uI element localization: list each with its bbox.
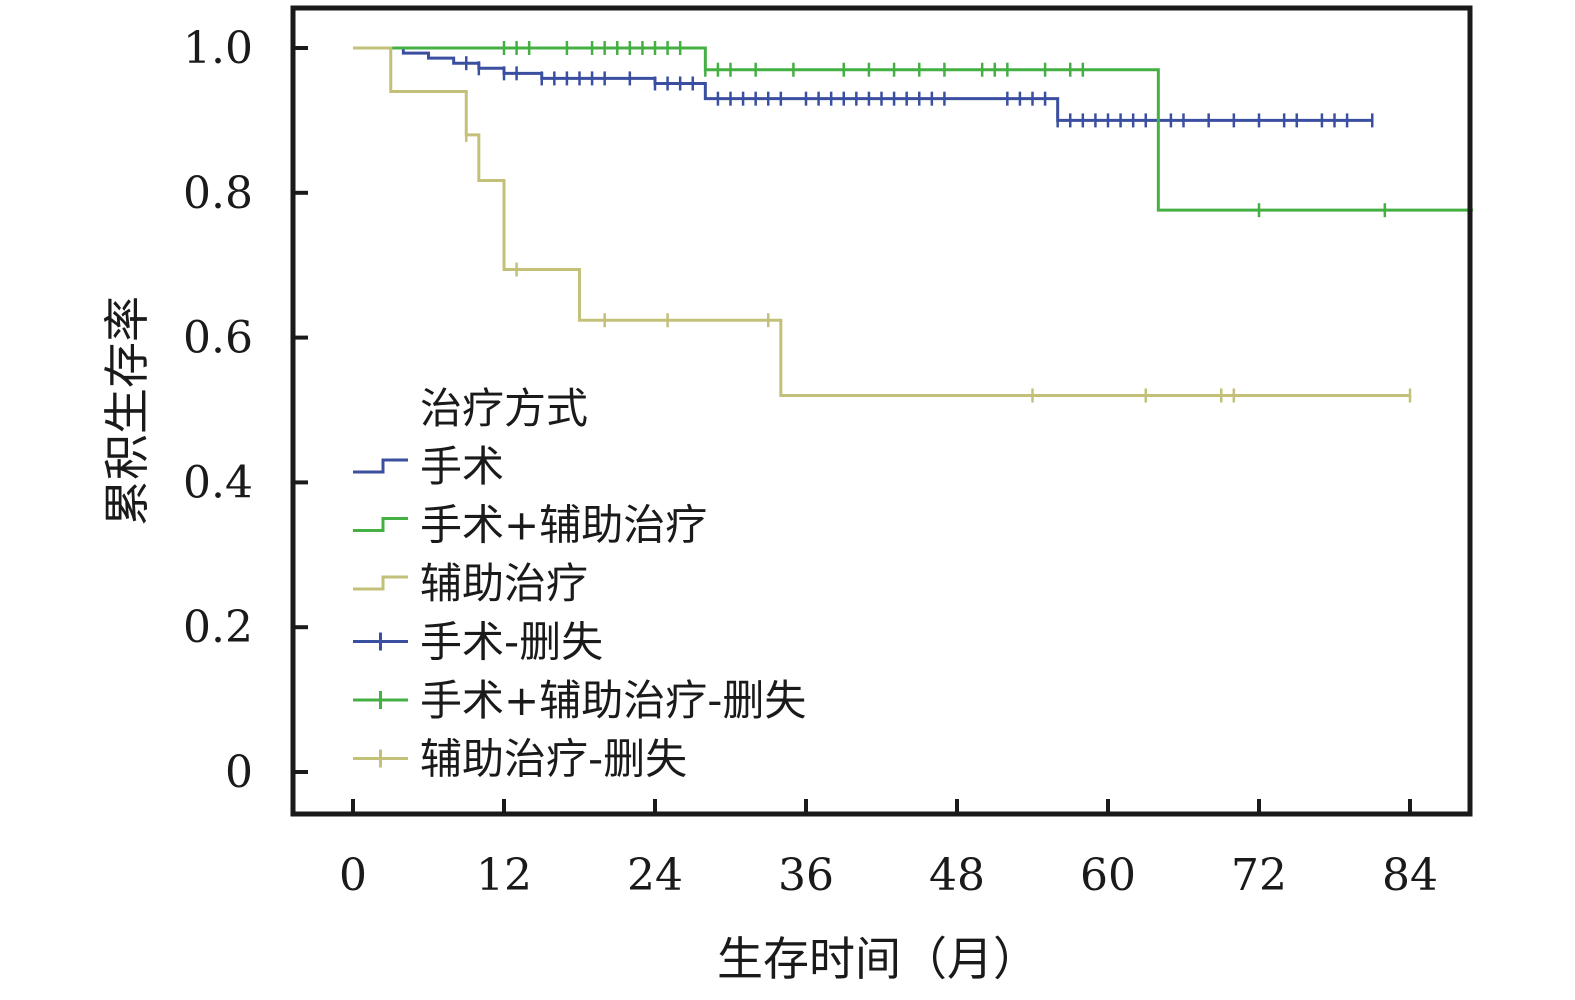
x-tick-label-3: 36	[778, 850, 834, 901]
survival-curves	[353, 46, 1473, 398]
series-line-1	[353, 46, 1473, 212]
legend-label-0: 手术	[420, 442, 504, 491]
x-tick-label-0: 0	[339, 850, 367, 901]
x-axis-title: 生存时间（月）	[717, 932, 1039, 986]
y-tick-label-4: 0.8	[183, 168, 253, 219]
series-line-2	[353, 46, 1410, 398]
y-tick-label-3: 0.6	[183, 313, 253, 364]
series-line-0	[353, 46, 1373, 122]
legend-label-4: 手术+辅助治疗-删失	[420, 676, 806, 725]
x-tick-label-7: 84	[1382, 850, 1438, 901]
legend-label-5: 辅助治疗-删失	[420, 735, 687, 784]
x-tick-label-6: 72	[1231, 850, 1287, 901]
x-tick-label-2: 24	[627, 850, 683, 901]
legend-swatch-2	[353, 575, 408, 591]
y-tick-label-1: 0.2	[183, 602, 253, 653]
y-tick-label-5: 1.0	[183, 23, 253, 74]
plot-frame	[290, 5, 1473, 817]
censor-marks	[465, 41, 1412, 403]
legend-label-2: 辅助治疗	[420, 559, 588, 608]
axes: 0 0.2 0.4 0.6 0.8 1.0 0 12 24 36 48 60 72 84	[183, 23, 1438, 901]
legend-label-3: 手术-删失	[420, 618, 603, 667]
legend-label-1: 手术+辅助治疗	[420, 501, 707, 550]
legend-swatch-1	[353, 517, 408, 532]
y-tick-label-2: 0.4	[183, 457, 253, 508]
x-tick-label-1: 12	[476, 850, 532, 901]
legend-title: 治疗方式	[420, 384, 588, 433]
x-tick-label-5: 60	[1080, 850, 1136, 901]
y-axis-title: 累积生存率	[100, 296, 154, 526]
legend-swatch-0	[353, 458, 408, 474]
x-tick-label-4: 48	[929, 850, 985, 901]
y-tick-label-0: 0	[225, 747, 253, 798]
